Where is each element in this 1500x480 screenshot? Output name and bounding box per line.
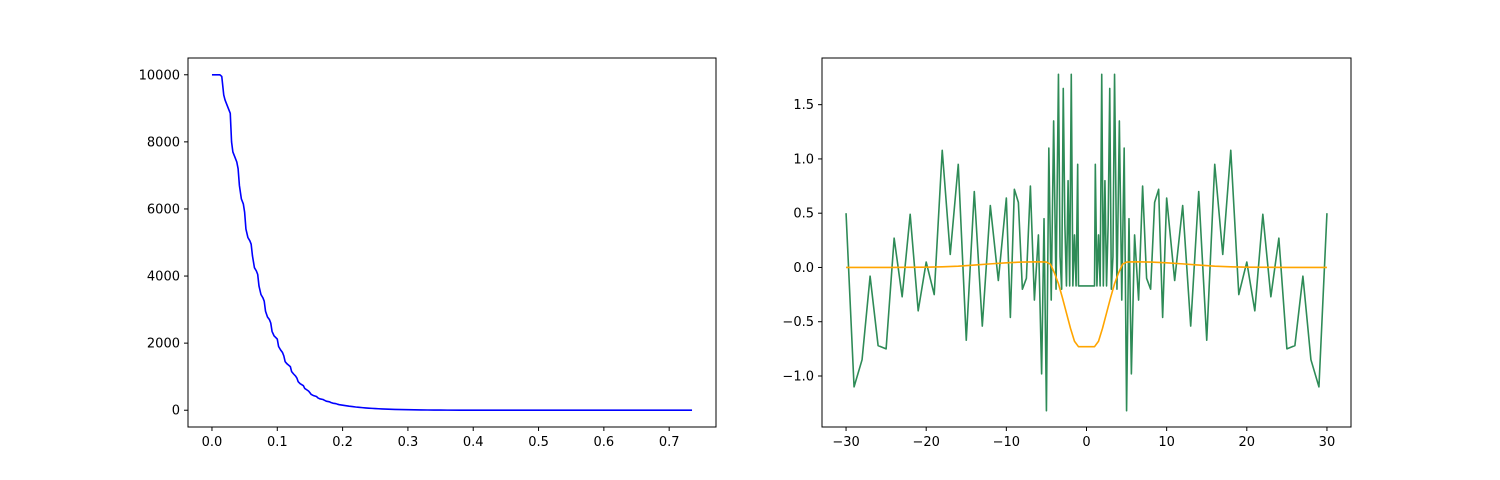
oscillation-chart-x-tick-label: 0 xyxy=(1082,435,1090,450)
decay-chart-x-tick-label: 0.5 xyxy=(528,435,549,450)
oscillation-chart-y-tick-label: −1.0 xyxy=(782,369,814,384)
oscillation-chart-series-line-0 xyxy=(845,73,1328,412)
oscillation-chart-x-tick-label: −10 xyxy=(993,435,1020,450)
oscillation-chart: −30 −20 −10 0 10 20 30 −1.0 −0.5 0.0 0.5 1.0 1.5 xyxy=(782,57,1352,450)
oscillation-chart-x-tick-label: −30 xyxy=(832,435,859,450)
decay-chart-x-tick-label: 0.1 xyxy=(267,435,288,450)
oscillation-chart-x-tick-label: 30 xyxy=(1319,435,1336,450)
oscillation-chart-lines xyxy=(845,73,1328,412)
decay-chart-x-tick-label: 0.3 xyxy=(398,435,419,450)
decay-chart-y-tick-label: 8000 xyxy=(147,135,180,150)
decay-chart-y-tick-label: 0 xyxy=(172,404,180,419)
decay-chart-y-tick-label: 4000 xyxy=(147,270,180,285)
decay-chart-x-tick-label: 0.2 xyxy=(332,435,353,450)
oscillation-chart-y-tick-label: 0.5 xyxy=(793,207,814,222)
oscillation-chart-y-tick-label: −0.5 xyxy=(782,315,814,330)
decay-chart-frame xyxy=(187,57,717,428)
oscillation-chart-y-tick-label: 0.0 xyxy=(793,261,814,276)
oscillation-chart-y-tick-label: 1.0 xyxy=(793,152,814,167)
oscillation-chart-series-line-1 xyxy=(846,261,1327,348)
oscillation-chart-x-axis: −30 −20 −10 0 10 20 30 xyxy=(832,427,1335,450)
oscillation-chart-x-tick-label: −20 xyxy=(912,435,939,450)
decay-chart-series-line-0 xyxy=(211,73,693,412)
decay-chart-x-tick-label: 0.7 xyxy=(659,435,680,450)
oscillation-chart-y-axis: −1.0 −0.5 0.0 0.5 1.0 1.5 xyxy=(782,98,822,384)
oscillation-chart-y-tick-label: 1.5 xyxy=(793,98,814,113)
decay-chart-x-tick-label: 0.6 xyxy=(594,435,615,450)
decay-chart-x-tick-label: 0.4 xyxy=(463,435,484,450)
oscillation-chart-x-tick-label: 20 xyxy=(1239,435,1256,450)
decay-chart-y-axis: 0 2000 4000 6000 8000 10000 xyxy=(139,68,188,419)
decay-chart-y-tick-label: 6000 xyxy=(147,202,180,217)
decay-chart-y-tick-label: 10000 xyxy=(139,68,180,83)
decay-chart-x-tick-label: 0.0 xyxy=(202,435,223,450)
decay-chart-y-tick-label: 2000 xyxy=(147,337,180,352)
decay-chart-lines xyxy=(211,73,693,412)
decay-chart-x-axis: 0.0 0.1 0.2 0.3 0.4 0.5 0.6 0.7 xyxy=(202,427,680,450)
decay-chart: 0.0 0.1 0.2 0.3 0.4 0.5 0.6 0.7 0 2000 4000 6000 80… xyxy=(139,57,717,450)
oscillation-chart-x-tick-label: 10 xyxy=(1158,435,1175,450)
